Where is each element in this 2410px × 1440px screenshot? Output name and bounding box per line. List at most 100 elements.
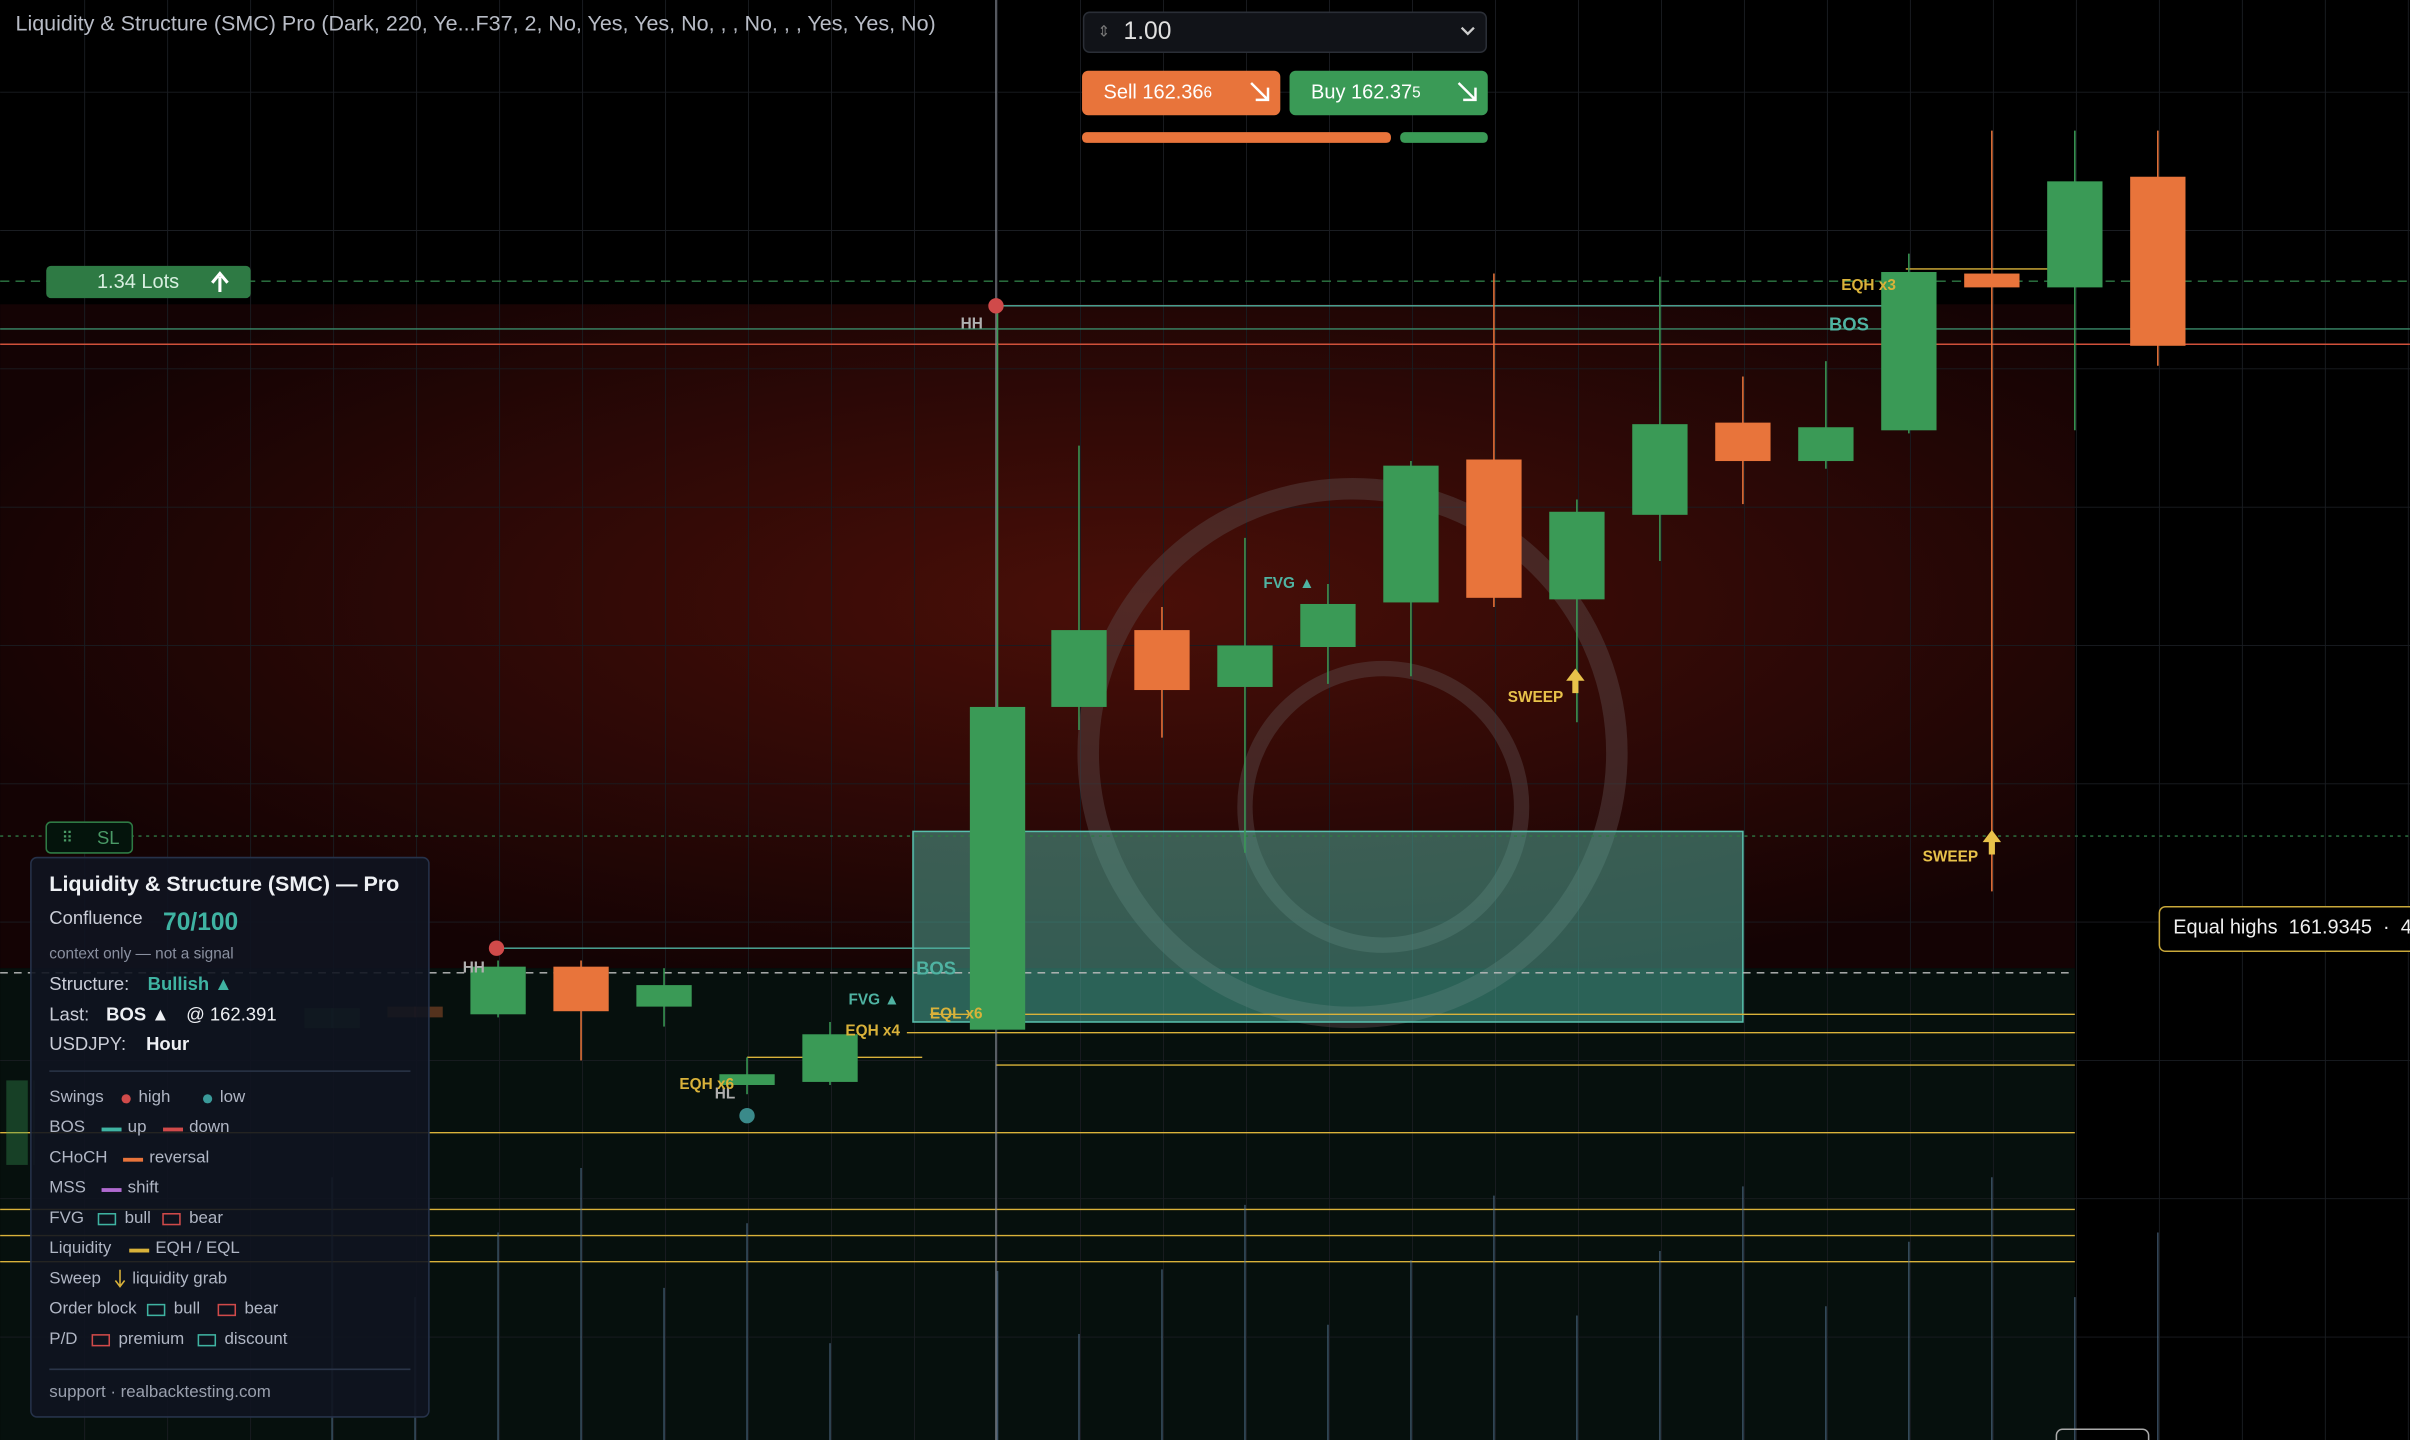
tooltip: Equal highs 161.9345 · 4: [2158, 905, 2410, 953]
legend-swatch: [217, 1303, 237, 1317]
structure-label: Structure:: [49, 973, 129, 994]
order-block: [912, 830, 1744, 1023]
legend-label: CHoCH: [49, 1147, 107, 1166]
lots-badge[interactable]: 1.34 Lots: [46, 265, 251, 299]
legend-label: P/D: [49, 1329, 77, 1348]
volume-input[interactable]: [1082, 11, 1488, 54]
legend-swatch: [123, 1157, 144, 1162]
eqh-label: EQH x4: [845, 1022, 900, 1039]
tooltip-text: Equal highs 161.9345 · 4: [2173, 917, 2410, 939]
candle-body: [1300, 603, 1356, 648]
fvg-label: FVG ▲: [1263, 575, 1314, 592]
candle-body: [1715, 422, 1771, 462]
scroll-handle[interactable]: [2055, 1428, 2150, 1440]
legend-swatch: [163, 1127, 184, 1132]
legend-swatch: [162, 1213, 181, 1226]
volume: [331, 1167, 2159, 1440]
swing-label: HH: [463, 959, 485, 976]
candle-body: [470, 966, 526, 1015]
panel-title: Liquidity & Structure (SMC) — Pro: [49, 872, 399, 896]
candle-body: [1466, 459, 1522, 598]
panel-footer: support · realbacktesting.com: [49, 1382, 271, 1401]
lots-bg[interactable]: [46, 265, 251, 299]
candle-body: [636, 985, 692, 1007]
last-label: Last:: [49, 1004, 89, 1025]
legend-item: premium: [118, 1329, 184, 1348]
legend-item: bear: [244, 1299, 278, 1318]
candle-body: [1383, 465, 1439, 603]
indicator-title: Liquidity & Structure (SMC) Pro (Dark, 2…: [16, 11, 936, 35]
eqh-label: EQH x6: [679, 1076, 734, 1093]
candle-body: [1134, 630, 1190, 691]
legend-swatch: [202, 1094, 213, 1104]
sell-bar: [1082, 132, 1391, 143]
swing-label: HL: [715, 1085, 735, 1102]
eqh-label: EQH x3: [1841, 277, 1896, 294]
legend-swatch: [101, 1188, 122, 1192]
legend-swatch: [114, 1269, 126, 1288]
legend-label: Order block: [49, 1299, 137, 1318]
legend-label: Sweep: [49, 1268, 101, 1287]
legend-swatch: [129, 1248, 150, 1253]
candle-body: [802, 1034, 858, 1082]
legend-swatch: [121, 1094, 131, 1104]
buy-icon: [1457, 82, 1477, 102]
sell-button[interactable]: [1082, 70, 1281, 116]
structure-value: Bullish ▲: [148, 973, 233, 994]
candle-body: [6, 1080, 28, 1165]
spinner: ⇕: [1097, 23, 1110, 40]
legend-swatch: [146, 1303, 166, 1317]
timeframe: Hour: [146, 1033, 189, 1054]
sweep-label: SWEEP: [1508, 689, 1563, 706]
sell-text: Sell 162.366: [1104, 82, 1213, 104]
symbol: USDJPY:: [49, 1033, 126, 1054]
dropdown-arrow: [1460, 26, 1475, 36]
legend-item: bear: [189, 1208, 223, 1227]
candle-body: [1881, 272, 1937, 431]
legend-swatch: [97, 1213, 117, 1226]
legend-item: reversal: [149, 1147, 209, 1166]
legend-swatch: [101, 1127, 122, 1132]
sweep-label: SWEEP: [1923, 849, 1978, 866]
sl-bg[interactable]: [45, 821, 134, 854]
candle-body: [1964, 273, 2020, 288]
tooltip-bg: [2158, 905, 2410, 953]
candle-body: [1549, 511, 1605, 600]
confluence-value: 70/100: [163, 909, 238, 936]
candle-body: [2047, 181, 2103, 288]
legend-item: bull: [174, 1299, 200, 1318]
confluence-label: Confluence: [49, 907, 142, 928]
panel-note: context only — not a signal: [49, 945, 233, 962]
order-widget: ⇕ 1.00 Sell 162.366 Buy 162.375: [1082, 11, 1488, 143]
drag-handle: ⠿: [62, 830, 73, 847]
legend-label: BOS: [49, 1117, 85, 1136]
lots-arrow: [211, 271, 229, 292]
chart-labels: HH HH HL FVG ▲ FVG ▲ EQH x3 BOS BOS EQH …: [463, 277, 1978, 1102]
legend-item: EQH / EQL: [155, 1238, 239, 1257]
candle-body: [1051, 630, 1107, 707]
lots-text: 1.34 Lots: [97, 271, 179, 293]
legend-item: bull: [125, 1208, 151, 1227]
legend-item: high: [138, 1087, 170, 1106]
legend-label: Swings: [49, 1087, 103, 1106]
candle-body: [2130, 176, 2186, 346]
candle-body: [719, 1074, 775, 1085]
sl-badge[interactable]: ⠿ SL: [45, 821, 134, 854]
candle-body: [1632, 424, 1688, 515]
legend-label: FVG: [49, 1208, 84, 1227]
last-price: @ 162.391: [186, 1004, 277, 1025]
volume-value: 1.00: [1124, 18, 1172, 45]
swing-high: [988, 298, 1004, 314]
legend-swatch: [197, 1334, 217, 1347]
legend-label: Liquidity: [49, 1238, 112, 1257]
legend-item: discount: [225, 1329, 288, 1348]
candle-body: [1217, 645, 1273, 687]
legend-item: shift: [128, 1178, 159, 1197]
swing-label: HH: [961, 315, 983, 332]
candle-body: [553, 966, 609, 1012]
swing-low: [739, 1108, 755, 1124]
legend-item: low: [220, 1087, 246, 1106]
legend-label: MSS: [49, 1178, 86, 1197]
buy-button[interactable]: [1289, 70, 1488, 116]
